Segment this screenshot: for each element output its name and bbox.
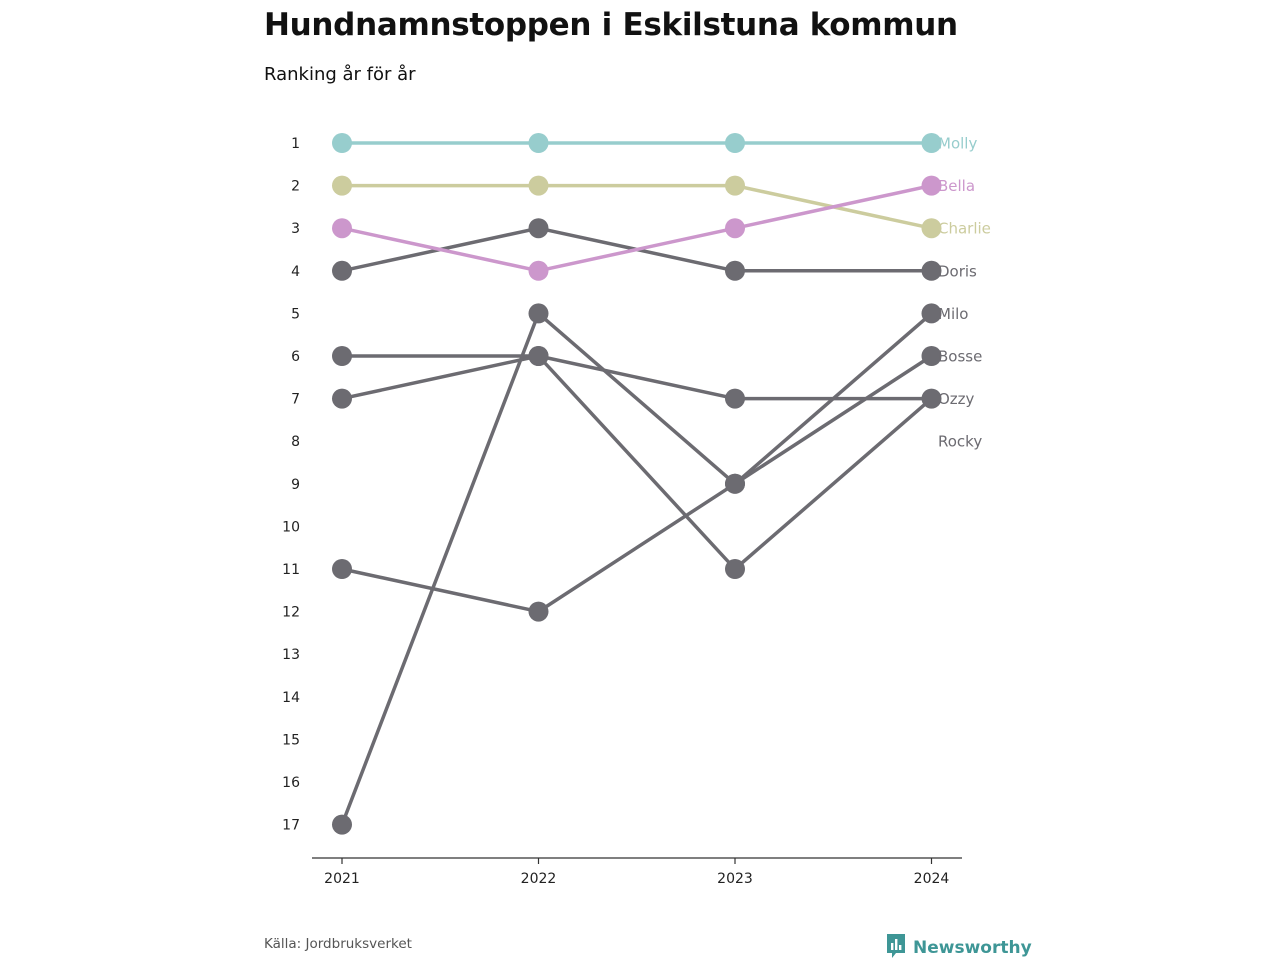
series-point	[725, 218, 745, 239]
series-milo	[332, 303, 942, 622]
series-line	[341, 312, 933, 614]
y-tick-label: 8	[291, 434, 300, 450]
y-tick-label: 16	[282, 775, 300, 791]
series-rocky	[332, 346, 933, 579]
series-point	[528, 260, 549, 281]
end-label-molly: Molly	[938, 135, 977, 153]
series-molly	[332, 133, 942, 153]
chart-title: Hundnamnstoppen i Eskilstuna kommun	[264, 7, 958, 43]
series-point	[528, 601, 549, 622]
y-tick-label: 7	[291, 392, 300, 408]
series-point	[332, 175, 352, 196]
end-label-charlie: Charlie	[938, 220, 991, 238]
series-point	[725, 388, 745, 409]
y-tick-label: 1	[291, 136, 300, 152]
series-line	[342, 183, 932, 230]
x-tick-label: 2024	[914, 871, 950, 887]
y-tick-label: 13	[282, 647, 300, 663]
series-bella	[332, 175, 942, 281]
series-point	[921, 175, 942, 196]
series-point	[332, 133, 352, 153]
series-point	[725, 559, 745, 579]
series-point	[332, 559, 352, 579]
series-point	[332, 346, 352, 366]
brand-name: Newsworthy	[913, 938, 1032, 958]
y-tick-label: 2	[291, 179, 300, 195]
series-point	[528, 133, 549, 153]
y-tick-label: 14	[282, 690, 300, 706]
x-axis-ticks: 2021 2022 2023 2024	[324, 858, 949, 887]
y-tick-label: 17	[282, 818, 300, 834]
series-point	[921, 388, 942, 409]
series-point	[725, 260, 745, 281]
bump-chart: 2021 2022 2023 2024 12345678910111213141516…	[282, 133, 991, 887]
series-line	[341, 183, 932, 273]
y-tick-label: 12	[282, 605, 300, 621]
y-tick-label: 5	[291, 306, 300, 322]
end-label-rocky: Rocky	[938, 433, 982, 451]
series-charlie	[332, 175, 942, 239]
x-tick-label: 2023	[717, 871, 753, 887]
series-point	[332, 218, 352, 239]
series-point	[332, 260, 352, 281]
series-point	[725, 133, 745, 153]
end-label-milo: Milo	[938, 305, 968, 323]
series-point	[725, 473, 745, 494]
end-label-ozzy: Ozzy	[938, 390, 975, 408]
series-point	[921, 218, 942, 239]
series-point	[921, 133, 942, 153]
source-note: Källa: Jordbruksverket	[264, 936, 412, 952]
series-point	[332, 814, 352, 835]
series-point	[921, 260, 942, 281]
chart-subtitle: Ranking år för år	[264, 64, 416, 85]
series-line	[340, 311, 933, 826]
series-end-labels: Molly Bella Charlie Doris Milo Bosse Ozzy Rocky	[938, 135, 991, 451]
y-tick-label: 11	[282, 562, 300, 578]
x-tick-label: 2021	[324, 871, 360, 887]
y-tick-label: 15	[282, 732, 300, 748]
end-label-bella: Bella	[938, 177, 975, 195]
series-point	[725, 175, 745, 196]
series-line	[341, 354, 933, 571]
y-tick-label: 4	[291, 264, 300, 280]
newsworthy-logo-icon	[885, 933, 907, 963]
y-tick-label: 10	[282, 519, 300, 535]
series-layer	[332, 133, 942, 835]
y-tick-label: 3	[291, 221, 300, 237]
series-point	[332, 388, 352, 409]
series-point	[528, 303, 549, 324]
series-point	[921, 303, 942, 324]
series-point	[528, 346, 549, 366]
series-point	[528, 175, 549, 196]
end-label-doris: Doris	[938, 262, 977, 280]
series-point	[528, 218, 549, 239]
y-tick-label: 6	[291, 349, 300, 365]
x-tick-label: 2022	[521, 871, 557, 887]
y-tick-label: 9	[291, 477, 300, 493]
series-point	[921, 346, 942, 366]
newsworthy-brand[interactable]: Newsworthy	[885, 933, 1032, 963]
end-label-bosse: Bosse	[938, 348, 982, 366]
